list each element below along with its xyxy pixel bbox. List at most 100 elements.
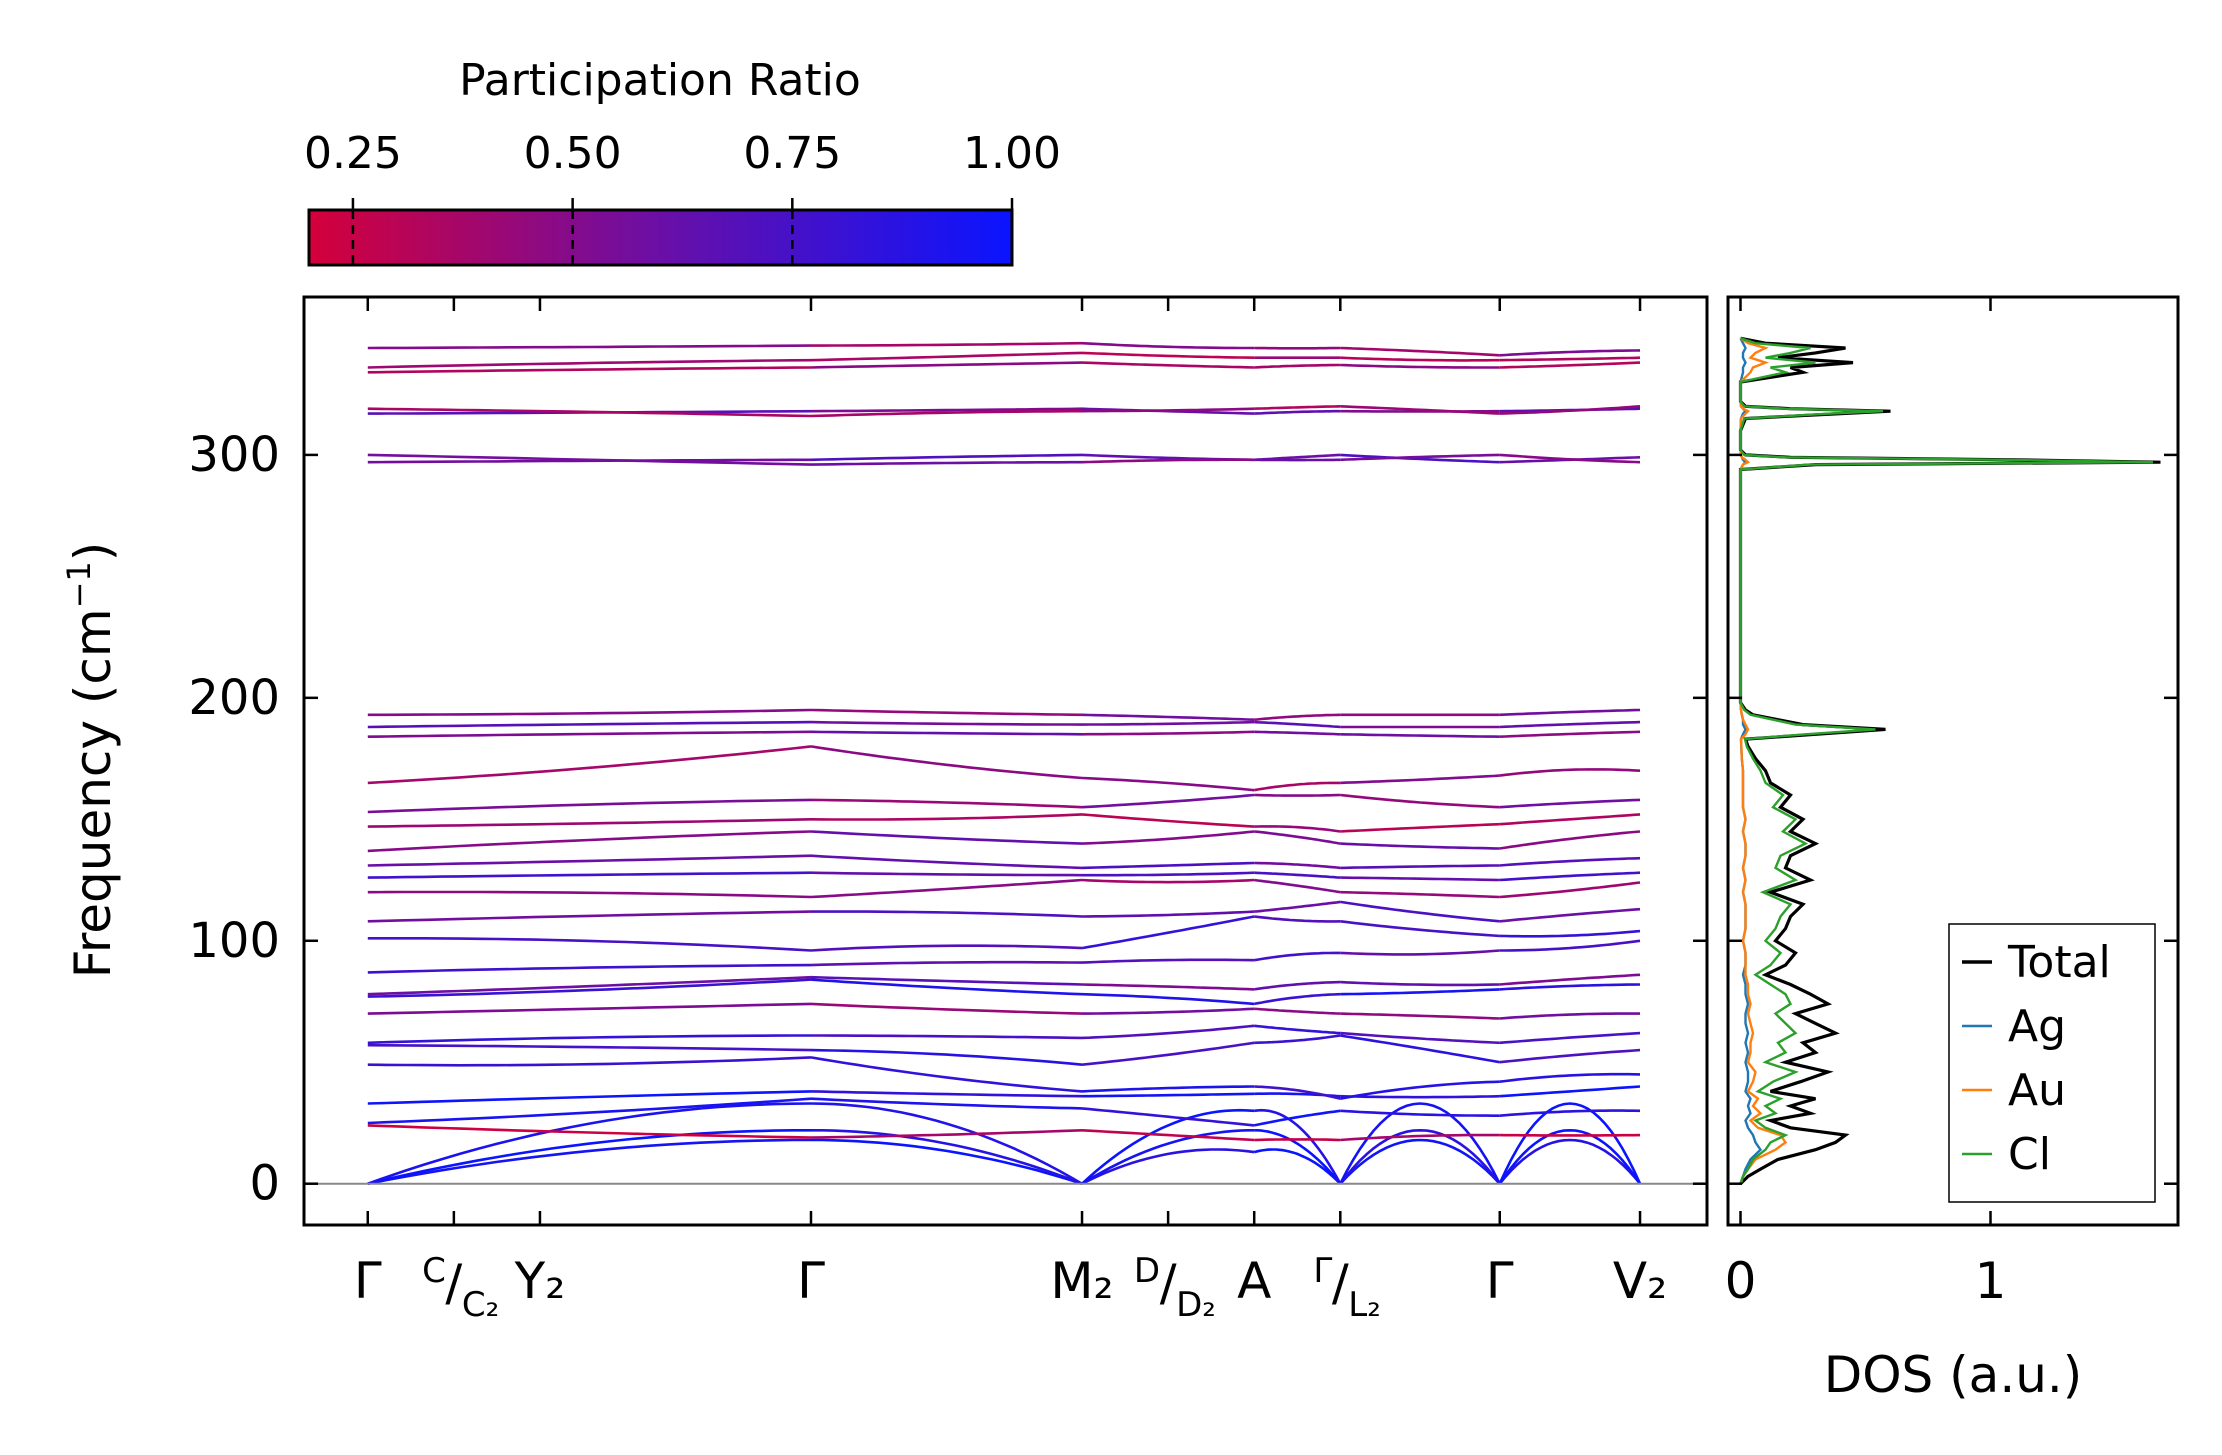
band-line — [1499, 1048, 1641, 1064]
x-tick-label: Γ — [354, 1252, 382, 1310]
legend-label: Au — [2008, 1065, 2066, 1116]
band-line — [367, 358, 812, 369]
band-line — [1081, 361, 1255, 369]
band-line — [1081, 1085, 1255, 1093]
dos-line-au — [1739, 337, 1788, 1185]
band-line — [367, 975, 812, 996]
band-line — [1254, 1034, 1341, 1045]
band-line — [1253, 1109, 1341, 1127]
band-line — [1081, 730, 1255, 736]
band-line — [811, 341, 1083, 347]
split-label-slash: / — [1160, 1254, 1177, 1312]
band-line — [1499, 405, 1641, 415]
band-line — [1253, 951, 1341, 962]
band-line — [1499, 730, 1641, 738]
band-line — [367, 1090, 812, 1105]
band-line — [1498, 1102, 1642, 1185]
band-line — [367, 890, 812, 899]
band-line — [1340, 453, 1500, 464]
band-line — [1499, 973, 1641, 986]
band-line — [810, 1097, 1083, 1110]
band-line — [810, 1002, 1083, 1015]
x-tick-label: M₂ — [1050, 1252, 1113, 1310]
band-line — [1340, 1012, 1500, 1020]
dos-x-tick-label: 0 — [1725, 1252, 1757, 1310]
split-label-top: Γ — [1313, 1251, 1332, 1291]
band-line — [810, 960, 1083, 967]
band-line — [1254, 409, 1341, 415]
band-line — [1499, 1085, 1641, 1098]
band-line — [1254, 871, 1341, 879]
band-line — [367, 366, 812, 374]
colorbar: Participation Ratio 0.25 0.50 0.75 1.00 — [304, 55, 1061, 267]
band-line — [1499, 453, 1641, 464]
band-line — [1081, 915, 1255, 950]
band-line — [811, 1034, 1083, 1040]
band-line — [1081, 1024, 1255, 1040]
colorbar-title: Participation Ratio — [459, 55, 861, 106]
band-line — [1499, 356, 1641, 362]
band-line — [367, 1002, 812, 1015]
legend-items: Total Ag Au Cl — [1962, 937, 2111, 1180]
band-line — [810, 1129, 1083, 1139]
band-line — [810, 409, 1082, 418]
band-line — [810, 830, 1083, 845]
band-line — [1254, 730, 1341, 736]
band-line — [1499, 871, 1641, 882]
band-line — [1082, 1092, 1255, 1098]
band-line — [1498, 1138, 1642, 1185]
band-line — [367, 720, 812, 729]
y-axis-label-main: Frequency (cm — [64, 608, 122, 978]
band-line — [1340, 980, 1500, 987]
band-line — [1499, 361, 1641, 369]
band-line — [810, 878, 1083, 899]
legend-label: Ag — [2008, 1001, 2066, 1052]
band-line — [1340, 733, 1500, 738]
band-line — [1081, 1107, 1255, 1127]
colorbar-tick-label: 0.25 — [304, 128, 402, 179]
band-line — [1340, 363, 1500, 369]
legend: Total Ag Au Cl — [1948, 923, 2156, 1203]
band-line — [1254, 915, 1341, 923]
band-line — [810, 745, 1083, 780]
band-line — [1254, 1007, 1341, 1015]
split-label-bottom: C₂ — [462, 1285, 499, 1325]
band-line — [367, 830, 812, 853]
band-line — [1254, 720, 1341, 729]
band-line — [810, 871, 1083, 877]
band-line — [367, 453, 812, 466]
band-line — [1499, 813, 1641, 826]
band-line — [1499, 929, 1641, 938]
band-line — [1340, 1133, 1500, 1142]
band-line — [367, 708, 812, 717]
band-line — [810, 708, 1083, 717]
band-line — [1340, 405, 1500, 415]
band-line — [1081, 1041, 1255, 1066]
dos-lines — [1738, 336, 2161, 1185]
band-line — [1340, 453, 1500, 462]
band-line — [810, 944, 1083, 952]
main-x-ticks — [366, 297, 1642, 1225]
main-x-tick-labels: Γ Y₂ Γ M₂ A Γ V₂C / C₂D / D₂Γ / L₂ — [354, 1251, 1667, 1325]
split-label-bottom: D₂ — [1176, 1285, 1216, 1325]
colorbar-tick-label: 0.50 — [524, 128, 622, 179]
band-line — [1081, 458, 1255, 464]
band-line — [1254, 1024, 1341, 1035]
band-line — [367, 730, 812, 738]
band-line — [810, 1056, 1083, 1093]
legend-label: Cl — [2008, 1129, 2051, 1180]
band-line — [810, 854, 1083, 870]
band-line — [810, 1048, 1083, 1066]
band-line — [810, 453, 1083, 462]
band-line — [1253, 992, 1341, 1006]
dos-axes-frame — [1726, 295, 2180, 1227]
band-line — [1253, 781, 1341, 792]
band-line — [1254, 405, 1341, 410]
y-tick-label: 300 — [188, 427, 280, 483]
band-line — [1081, 776, 1255, 792]
x-tick-label: Γ — [797, 1252, 825, 1310]
band-line — [1081, 720, 1255, 726]
band-line — [367, 937, 812, 952]
